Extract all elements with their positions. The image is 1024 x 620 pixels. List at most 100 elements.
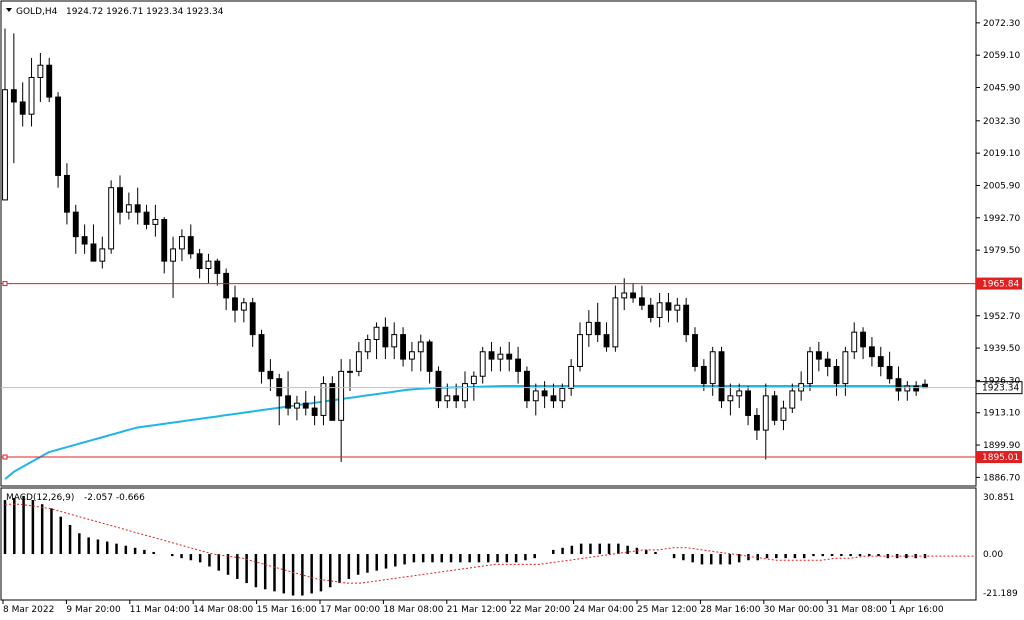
candle-body — [293, 402, 300, 409]
macd-tick-label: 0.00 — [983, 550, 1003, 560]
candle-body — [417, 341, 424, 353]
candle-body — [736, 390, 743, 397]
candle-body — [515, 358, 522, 372]
candle-body — [249, 302, 256, 336]
candle-body — [355, 351, 362, 372]
time-axis: 8 Mar 2022 9 Mar 20:00 11 Mar 04:00 14 Mar … — [2, 600, 944, 615]
candle-body — [426, 341, 433, 372]
time-tick-label: 21 Mar 12:00 — [447, 605, 507, 615]
candle-body — [81, 236, 88, 245]
macd-layer: 30.851 0.00 -21.189 — [3, 493, 1018, 599]
candle-body — [152, 219, 159, 225]
candle-body — [753, 414, 760, 431]
level-anchor[interactable] — [2, 454, 8, 460]
candle-body — [267, 370, 274, 380]
current-price-tag — [975, 381, 1023, 395]
candle-body — [187, 236, 194, 255]
price-tick-label: 1979.50 — [983, 246, 1020, 256]
candle-body — [497, 353, 504, 360]
candle-body — [338, 370, 345, 421]
time-tick-label: 9 Mar 20:00 — [66, 605, 121, 615]
candle-body — [37, 64, 44, 78]
candle-body — [700, 365, 707, 385]
price-tick-label: 2019.10 — [983, 149, 1020, 159]
level-price-label: 1965.84 — [982, 280, 1019, 290]
candle-body — [674, 304, 681, 311]
candle-body — [922, 383, 928, 389]
candle-body — [462, 383, 468, 402]
price-tick-label: 2072.30 — [983, 19, 1020, 29]
candle-body — [108, 187, 115, 250]
candle-body — [824, 358, 831, 367]
candle-body — [603, 334, 610, 348]
candle-body — [709, 351, 716, 385]
macd-label: MACD(12,26,9) — [6, 493, 74, 503]
candle-body — [913, 385, 920, 392]
candle-body — [134, 204, 141, 213]
price-tick-label: 1926.30 — [983, 376, 1020, 386]
macd-tick-label: -21.189 — [983, 589, 1018, 599]
candle-body — [656, 302, 663, 318]
candle-body — [178, 236, 185, 250]
candle-body — [453, 395, 460, 402]
candle-body — [223, 272, 230, 299]
level-anchor[interactable] — [2, 281, 8, 287]
candle-body — [55, 96, 62, 176]
candle-body — [647, 304, 654, 318]
candle-body — [391, 334, 398, 348]
candle-body — [630, 292, 637, 299]
price-tick-label: 2005.90 — [983, 181, 1020, 191]
time-tick-label: 31 Mar 08:00 — [827, 605, 887, 615]
candle-body — [745, 390, 752, 416]
candle-body — [302, 402, 309, 409]
candle-body — [364, 339, 371, 353]
candle-body — [10, 89, 17, 103]
candle-body — [506, 353, 513, 360]
candle-body — [833, 365, 840, 385]
time-tick-label: 15 Mar 16:00 — [257, 605, 317, 615]
candle-body — [196, 253, 203, 269]
price-tick-label: 1952.70 — [983, 312, 1020, 322]
candle-body — [99, 248, 106, 262]
candle-body — [762, 395, 769, 431]
candle-body — [577, 334, 583, 367]
candle-body — [435, 370, 442, 402]
macd-values: -2.057 -0.666 — [84, 493, 145, 503]
candle-body — [904, 385, 911, 392]
header-dropdown-icon[interactable] — [6, 8, 12, 12]
candle-body — [408, 351, 415, 360]
candle-body — [523, 370, 530, 402]
candle-body — [240, 302, 247, 311]
time-tick-label: 11 Mar 04:00 — [130, 605, 190, 615]
time-tick-label: 28 Mar 16:00 — [700, 605, 760, 615]
current-price-label: 1923.34 — [982, 384, 1019, 394]
price-tick-label: 1939.50 — [983, 344, 1020, 354]
time-tick-label: 22 Mar 20:00 — [510, 605, 570, 615]
time-tick-label: 25 Mar 12:00 — [637, 605, 697, 615]
price-tick-label: 2059.10 — [983, 51, 1020, 61]
header-ohlc: 1924.72 1926.71 1923.34 1923.34 — [66, 7, 224, 17]
candle-body — [28, 76, 35, 115]
levels-layer: 1965.84 1895.01 1923.34 — [1, 277, 1023, 464]
level-price-tag — [976, 277, 1022, 290]
candle-body — [470, 375, 477, 385]
price-tick-label: 1913.10 — [983, 409, 1020, 419]
candle-body — [868, 346, 875, 358]
candle-body — [214, 260, 221, 274]
time-tick-label: 1 Apr 16:00 — [891, 605, 944, 615]
candle-body — [347, 370, 353, 373]
candle-body — [665, 302, 672, 311]
candle-body — [780, 407, 787, 421]
price-tick-label: 1899.90 — [983, 441, 1020, 451]
price-tick-label: 1992.70 — [983, 214, 1020, 224]
candle-body — [638, 297, 645, 306]
candle-body — [585, 321, 592, 336]
candle-body — [90, 243, 97, 262]
candle-body — [19, 101, 26, 115]
candle-body — [594, 321, 601, 336]
candle-body — [612, 297, 619, 348]
time-tick-label: 8 Mar 2022 — [3, 605, 54, 615]
price-tick-label: 1886.70 — [983, 473, 1020, 483]
candle-body — [285, 395, 292, 409]
candle-body — [727, 395, 734, 402]
